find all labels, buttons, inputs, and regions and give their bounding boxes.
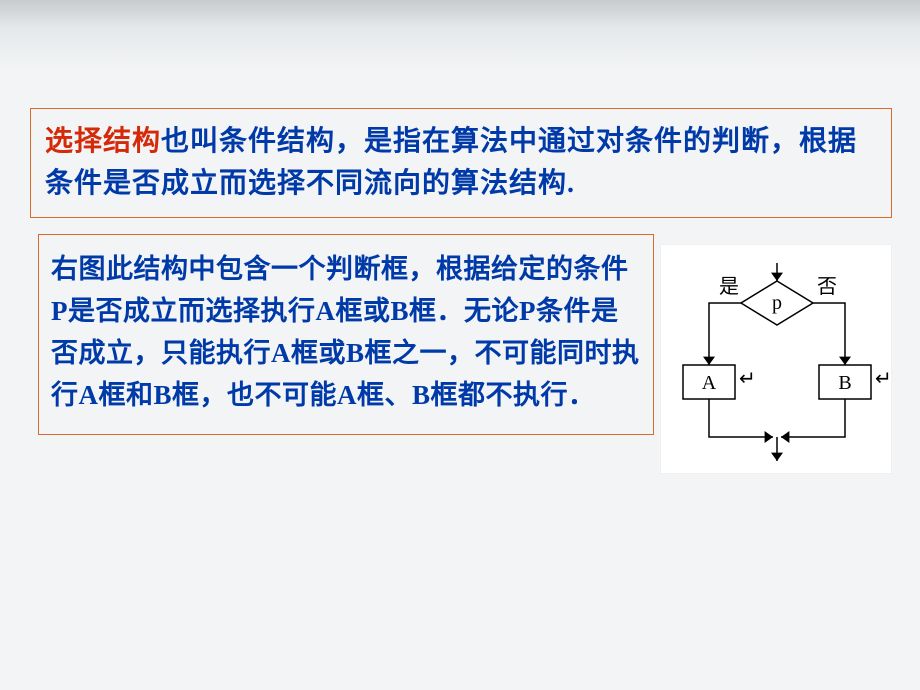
svg-text:A: A	[702, 372, 717, 394]
svg-text:是: 是	[719, 276, 739, 298]
definition-rest: 也叫条件结构，是指在算法中通过对条件的判断，根据条件是否成立而选择不同流向的算法…	[45, 126, 857, 199]
explanation-box: 右图此结构中包含一个判断框，根据给定的条件P是否成立而选择执行A框或B框．无论P…	[38, 234, 654, 435]
svg-text:↵: ↵	[739, 368, 756, 390]
flowchart-figure: p A B 是 否 ↵ ↵	[660, 244, 892, 474]
definition-text: 选择结构也叫条件结构，是指在算法中通过对条件的判断，根据条件是否成立而选择不同流…	[45, 121, 877, 205]
flowchart-svg: p A B 是 否 ↵ ↵	[661, 245, 893, 475]
definition-box: 选择结构也叫条件结构，是指在算法中通过对条件的判断，根据条件是否成立而选择不同流…	[30, 108, 892, 218]
svg-text:B: B	[838, 372, 851, 394]
svg-text:否: 否	[817, 276, 837, 298]
svg-text:↵: ↵	[875, 368, 892, 390]
term-emph: 选择结构	[45, 126, 161, 157]
svg-text:p: p	[772, 292, 782, 314]
explanation-text: 右图此结构中包含一个判断框，根据给定的条件P是否成立而选择执行A框或B框．无论P…	[51, 249, 641, 416]
